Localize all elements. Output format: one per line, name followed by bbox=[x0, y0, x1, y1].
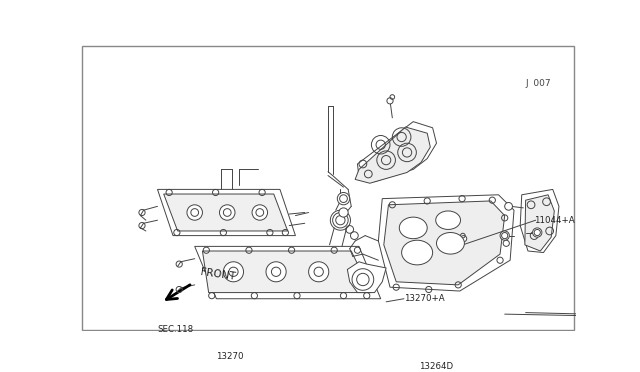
Text: SEC.118: SEC.118 bbox=[157, 325, 194, 334]
Polygon shape bbox=[525, 195, 554, 251]
Text: J  007: J 007 bbox=[525, 78, 551, 88]
Text: 11044+A: 11044+A bbox=[534, 216, 575, 225]
Circle shape bbox=[223, 262, 244, 282]
Circle shape bbox=[339, 208, 348, 217]
Polygon shape bbox=[384, 201, 505, 285]
Polygon shape bbox=[520, 189, 559, 253]
Text: 13270+A: 13270+A bbox=[404, 294, 445, 303]
Polygon shape bbox=[355, 127, 430, 183]
Circle shape bbox=[500, 231, 509, 240]
Circle shape bbox=[337, 192, 349, 205]
Ellipse shape bbox=[402, 240, 433, 265]
Circle shape bbox=[266, 262, 286, 282]
Ellipse shape bbox=[436, 211, 461, 230]
Polygon shape bbox=[164, 194, 288, 231]
Polygon shape bbox=[195, 246, 381, 299]
Circle shape bbox=[505, 202, 513, 210]
Circle shape bbox=[187, 205, 202, 220]
Circle shape bbox=[387, 98, 393, 104]
Ellipse shape bbox=[436, 232, 465, 254]
Polygon shape bbox=[202, 251, 371, 293]
Text: FRONT: FRONT bbox=[200, 267, 236, 282]
Polygon shape bbox=[358, 122, 436, 182]
Polygon shape bbox=[157, 189, 296, 235]
Polygon shape bbox=[378, 195, 514, 291]
Circle shape bbox=[333, 212, 348, 228]
Text: 13264D: 13264D bbox=[419, 362, 454, 371]
Circle shape bbox=[252, 205, 268, 220]
Circle shape bbox=[308, 262, 329, 282]
Circle shape bbox=[532, 228, 542, 237]
Text: 13270: 13270 bbox=[216, 352, 243, 361]
Circle shape bbox=[220, 205, 235, 220]
Circle shape bbox=[461, 235, 467, 242]
Polygon shape bbox=[348, 262, 386, 293]
Ellipse shape bbox=[399, 217, 428, 239]
